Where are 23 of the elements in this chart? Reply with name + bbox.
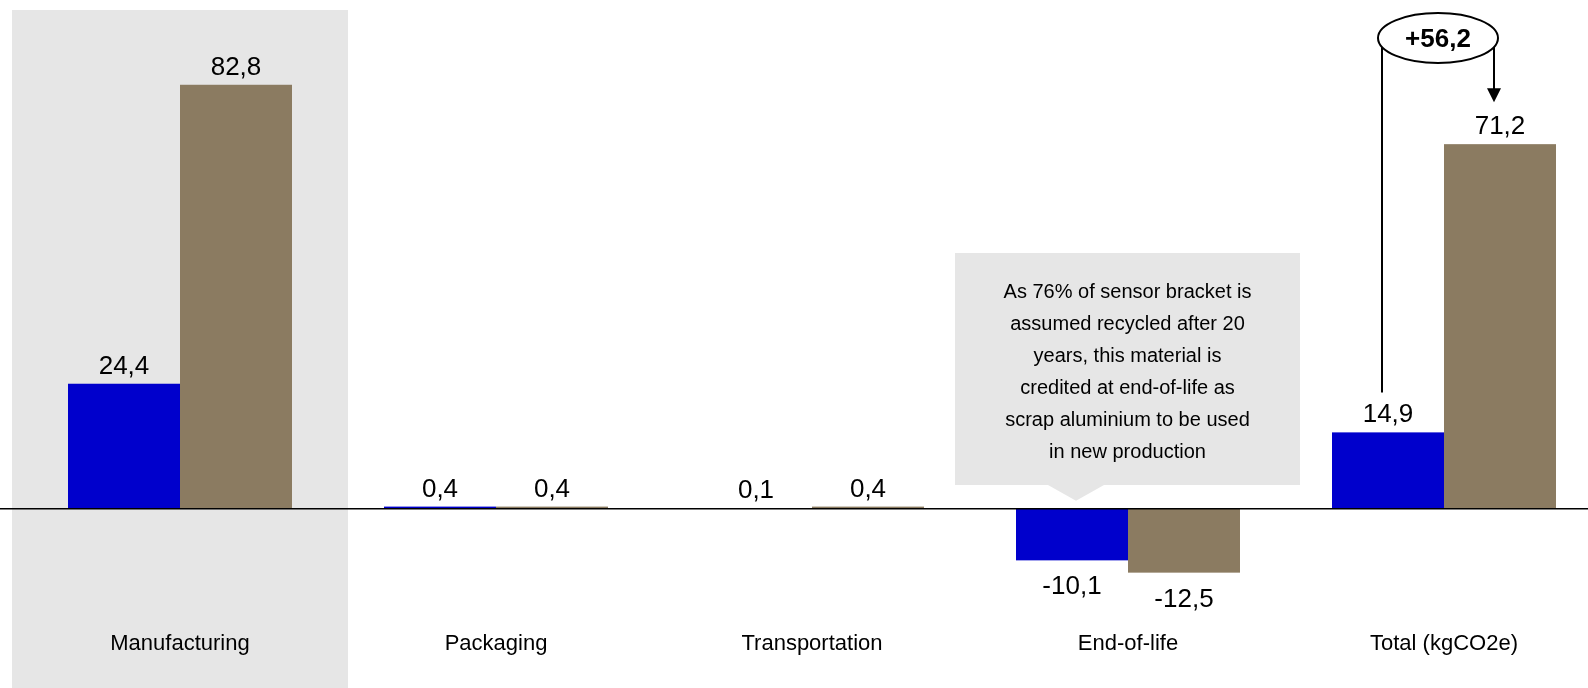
bar [180,84,292,509]
bar [1016,508,1128,561]
x-tick-label: End-of-life [1077,630,1179,655]
data-label: 0,4 [421,472,459,503]
data-label: 71,2 [1474,110,1526,141]
data-label: -12,5 [1154,582,1214,613]
text: +56,2 [1405,23,1471,53]
bar [1444,144,1556,509]
x-tick-label: Packaging [444,630,548,655]
bar [68,383,180,509]
bar [1332,432,1444,509]
data-label: 0,1 [737,474,775,505]
data-label: -10,1 [1042,570,1102,601]
x-tick-label: Transportation [741,630,883,655]
bar [1128,508,1240,573]
data-label: 14,9 [1362,398,1414,429]
data-label: 0,4 [533,472,571,503]
x-tick-label: Manufacturing [110,630,250,655]
annotation: As 76% of sensor bracket is assumed recycled after 20 years, this material is credited at end-of-life as scrap aluminium to be used in new production [1003,280,1252,462]
data-label: 24,4 [98,349,150,380]
data-label: 0,4 [849,472,887,503]
data-label: 82,8 [210,50,262,81]
x-tick-label: Total (kgCO2e) [1370,630,1518,655]
